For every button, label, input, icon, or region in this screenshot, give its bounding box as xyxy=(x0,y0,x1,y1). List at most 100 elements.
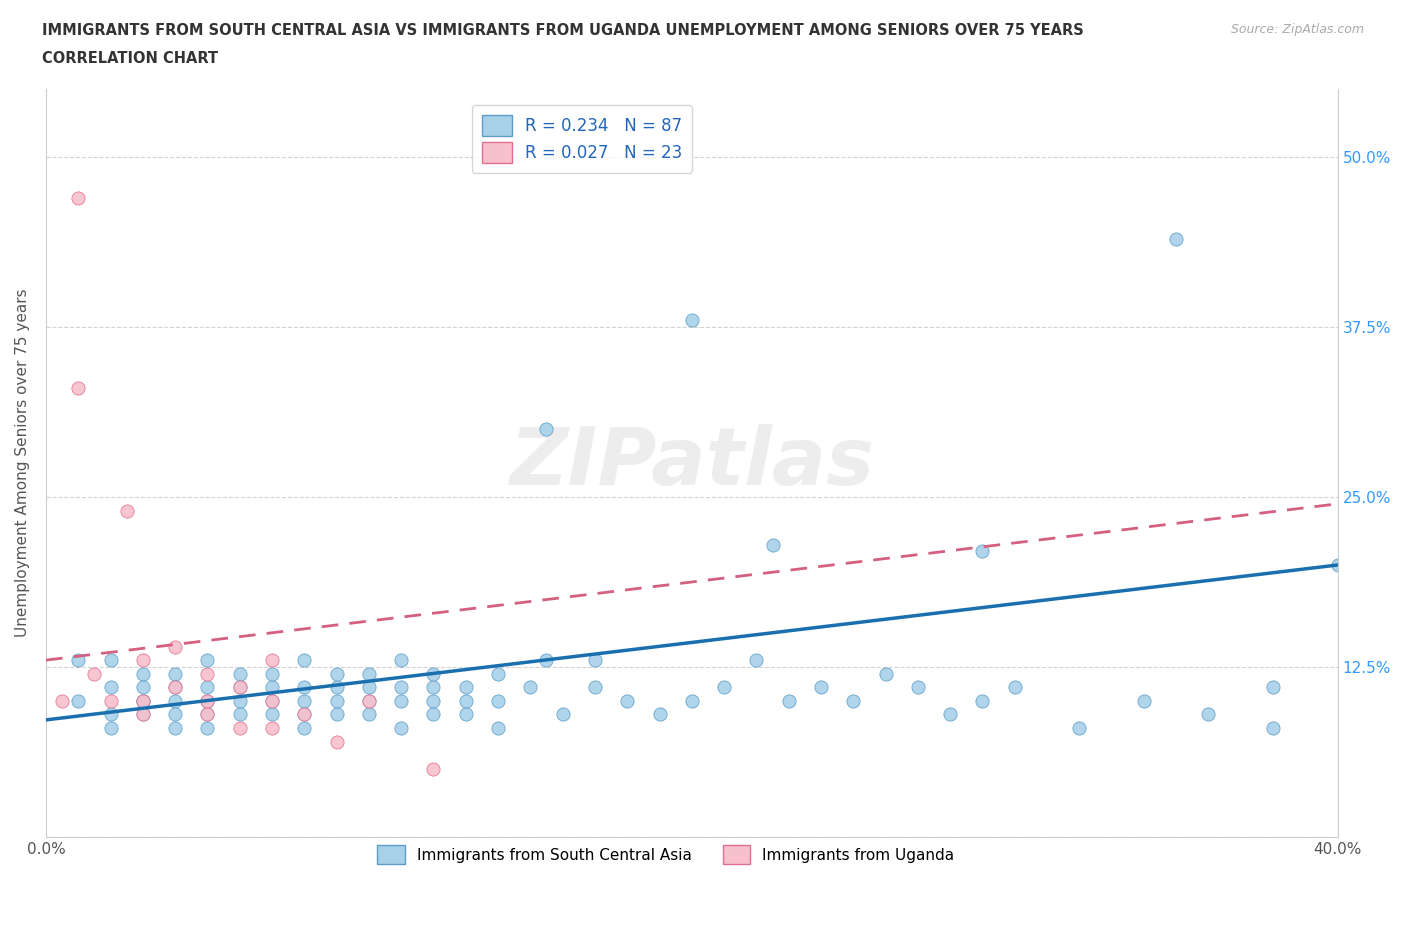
Text: IMMIGRANTS FROM SOUTH CENTRAL ASIA VS IMMIGRANTS FROM UGANDA UNEMPLOYMENT AMONG : IMMIGRANTS FROM SOUTH CENTRAL ASIA VS IM… xyxy=(42,23,1084,38)
Point xyxy=(536,421,558,436)
Point xyxy=(454,680,477,695)
Point xyxy=(1004,680,1026,695)
Point xyxy=(83,666,105,681)
Point xyxy=(228,680,250,695)
Point xyxy=(100,653,122,668)
Point xyxy=(1069,721,1091,736)
Point xyxy=(165,694,187,709)
Point xyxy=(132,653,155,668)
Point xyxy=(551,707,574,722)
Point xyxy=(132,666,155,681)
Point xyxy=(745,653,768,668)
Point xyxy=(389,694,412,709)
Point xyxy=(197,666,219,681)
Point xyxy=(778,694,800,709)
Point xyxy=(357,680,380,695)
Point xyxy=(325,694,347,709)
Point xyxy=(100,694,122,709)
Point xyxy=(422,694,444,709)
Point xyxy=(228,707,250,722)
Point xyxy=(486,694,509,709)
Point xyxy=(228,680,250,695)
Point xyxy=(1261,721,1284,736)
Text: CORRELATION CHART: CORRELATION CHART xyxy=(42,51,218,66)
Point xyxy=(810,680,832,695)
Point xyxy=(292,707,315,722)
Point xyxy=(165,707,187,722)
Point xyxy=(519,680,541,695)
Point xyxy=(875,666,897,681)
Point xyxy=(292,653,315,668)
Point xyxy=(100,680,122,695)
Point xyxy=(165,666,187,681)
Point xyxy=(132,694,155,709)
Text: ZIPatlas: ZIPatlas xyxy=(509,424,875,502)
Point xyxy=(228,694,250,709)
Point xyxy=(165,680,187,695)
Point xyxy=(325,680,347,695)
Point xyxy=(260,707,283,722)
Point xyxy=(1326,558,1348,573)
Point xyxy=(486,666,509,681)
Point xyxy=(292,680,315,695)
Point xyxy=(389,721,412,736)
Point xyxy=(536,653,558,668)
Point xyxy=(422,762,444,777)
Point xyxy=(325,666,347,681)
Point xyxy=(100,721,122,736)
Point xyxy=(260,666,283,681)
Point xyxy=(260,653,283,668)
Point xyxy=(907,680,929,695)
Point xyxy=(260,721,283,736)
Point xyxy=(132,707,155,722)
Point xyxy=(325,734,347,749)
Point xyxy=(165,680,187,695)
Y-axis label: Unemployment Among Seniors over 75 years: Unemployment Among Seniors over 75 years xyxy=(15,288,30,637)
Point xyxy=(681,313,703,328)
Point xyxy=(681,694,703,709)
Point xyxy=(616,694,638,709)
Point xyxy=(132,680,155,695)
Point xyxy=(357,666,380,681)
Text: Source: ZipAtlas.com: Source: ZipAtlas.com xyxy=(1230,23,1364,36)
Point xyxy=(389,680,412,695)
Point xyxy=(197,694,219,709)
Point xyxy=(197,707,219,722)
Point xyxy=(67,653,90,668)
Point xyxy=(1166,232,1188,246)
Point xyxy=(1261,680,1284,695)
Point xyxy=(939,707,962,722)
Point xyxy=(228,721,250,736)
Point xyxy=(972,544,994,559)
Point xyxy=(260,680,283,695)
Point xyxy=(422,666,444,681)
Point xyxy=(51,694,73,709)
Point xyxy=(389,653,412,668)
Point xyxy=(1133,694,1156,709)
Point xyxy=(357,694,380,709)
Point xyxy=(761,538,783,552)
Point xyxy=(357,694,380,709)
Point xyxy=(292,707,315,722)
Point xyxy=(454,707,477,722)
Point xyxy=(197,653,219,668)
Point xyxy=(713,680,735,695)
Point xyxy=(260,694,283,709)
Point xyxy=(67,694,90,709)
Point xyxy=(115,503,138,518)
Point xyxy=(292,721,315,736)
Point xyxy=(165,721,187,736)
Point xyxy=(132,694,155,709)
Point xyxy=(648,707,671,722)
Point xyxy=(454,694,477,709)
Point xyxy=(260,694,283,709)
Point xyxy=(197,707,219,722)
Point xyxy=(422,707,444,722)
Point xyxy=(67,191,90,206)
Point xyxy=(132,707,155,722)
Point xyxy=(1198,707,1220,722)
Legend: Immigrants from South Central Asia, Immigrants from Uganda: Immigrants from South Central Asia, Immi… xyxy=(371,840,960,870)
Point xyxy=(583,680,606,695)
Point xyxy=(165,639,187,654)
Point xyxy=(100,707,122,722)
